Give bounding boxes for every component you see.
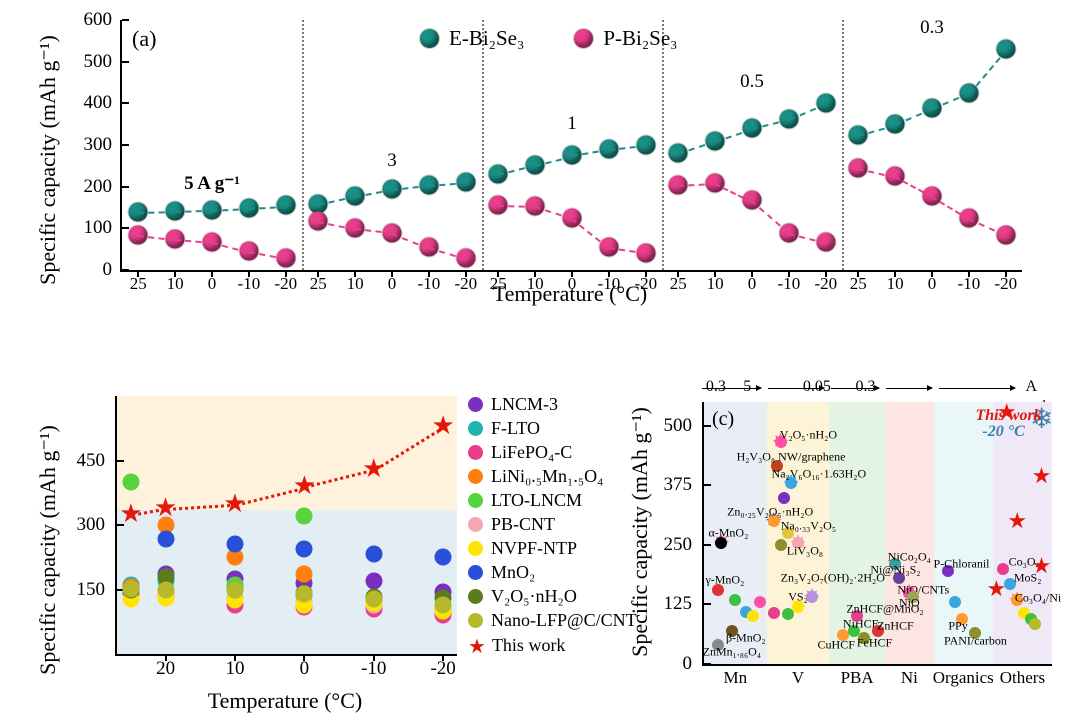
panel-c-ylabel: Specific capacity (mAh g⁻¹) [627,407,653,657]
figure: Specific capacity (mAh g⁻¹) (a) 25100-10… [0,0,1080,727]
legend-item: ★This work [468,634,637,658]
panel-b-legend: LNCM-3F-LTOLiFePO₄-CLiNi₀.₅Mn₁.₅O₄LTO-LN… [468,394,637,658]
panel-a-plot: 25100-10-205 A g⁻¹25100-10-20325100-10-2… [120,20,1022,272]
panel-c-toprow: 0.350.050.3A g⁻¹ [702,378,1050,400]
legend-item: LTO-LNCM [468,490,637,514]
legend-item: F-LTO [468,418,637,442]
panel-b-plot: 20100-10-20★★★★★★ [115,396,457,656]
legend-e-label: E-Bi₂Se₃ [449,26,524,50]
legend-item: LNCM-3 [468,394,637,418]
legend-item: V₂O₅·nH₂O [468,586,637,610]
panel-c-plot: MnVPBANiOrganicsOthers✸α-MnO₂γ-MnO₂β-MnO… [702,402,1052,666]
legend-item: Nano-LFP@C/CNT [468,610,637,634]
marker-icon [420,29,439,48]
panel-b: Specific capacity (mAh g⁻¹) (b) 20100-10… [40,390,600,710]
panel-c: Specific capacity (mAh g⁻¹) 0.350.050.3A… [640,378,1060,718]
legend-item: PB-CNT [468,514,637,538]
panel-a-legend: E-Bi₂Se₃ P-Bi₂Se₃ [420,26,677,51]
legend-p-label: P-Bi₂Se₃ [603,26,677,50]
legend-e: E-Bi₂Se₃ [420,26,524,51]
panel-a-xlabel: Temperature (°C) [493,281,647,307]
panel-a: Specific capacity (mAh g⁻¹) (a) 25100-10… [40,12,1040,307]
legend-item: NVPF-NTP [468,538,637,562]
marker-icon [574,29,593,48]
legend-item: MnO₂ [468,562,637,586]
legend-item: LiNi₀.₅Mn₁.₅O₄ [468,466,637,490]
panel-b-xlabel: Temperature (°C) [208,688,362,714]
legend-item: LiFePO₄-C [468,442,637,466]
legend-p: P-Bi₂Se₃ [574,26,677,51]
